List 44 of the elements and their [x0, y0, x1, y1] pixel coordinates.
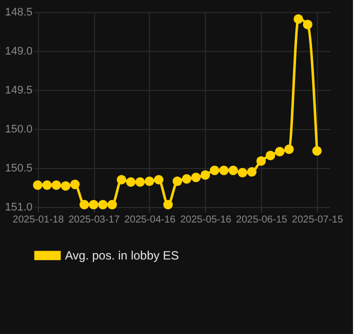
point: [172, 176, 182, 186]
x-tick-label: 2025-03-17: [68, 214, 120, 226]
point: [219, 166, 229, 176]
point: [238, 168, 248, 178]
point: [42, 180, 52, 190]
point: [256, 156, 266, 166]
point: [228, 166, 238, 176]
point: [154, 174, 164, 184]
y-tick-label: 150.0: [4, 124, 32, 136]
point: [266, 150, 276, 160]
point: [294, 14, 304, 24]
x-tick-label: 2025-04-16: [124, 214, 176, 226]
y-tick-label: 151.0: [4, 202, 32, 214]
x-tick-label: 2025-05-16: [180, 214, 232, 226]
point: [210, 166, 220, 176]
point: [98, 200, 108, 210]
y-tick-label: 149.5: [4, 84, 32, 96]
point: [60, 181, 70, 191]
point: [247, 167, 257, 177]
point: [32, 180, 42, 190]
point: [163, 200, 173, 210]
point: [88, 200, 98, 210]
point: [70, 180, 80, 190]
point: [126, 177, 136, 187]
point: [191, 172, 201, 182]
x-tick-label: 2025-07-15: [292, 214, 344, 226]
point: [52, 180, 62, 190]
point: [144, 176, 154, 186]
y-tick-label: 148.5: [4, 6, 32, 18]
point: [107, 200, 117, 210]
x-tick-label: 2025-06-15: [236, 214, 288, 226]
point: [274, 146, 284, 156]
point: [284, 144, 294, 154]
y-tick-label: 149.0: [4, 46, 32, 58]
point: [116, 174, 126, 184]
point: [80, 200, 90, 210]
point: [182, 174, 192, 184]
x-tick-label: 2025-01-18: [12, 214, 64, 226]
legend-label: Avg. pos. in lobby ES: [65, 248, 179, 262]
y-tick-label: 150.5: [4, 162, 32, 174]
point: [312, 146, 322, 156]
point: [135, 177, 145, 187]
point: [302, 20, 312, 30]
point: [200, 170, 210, 180]
